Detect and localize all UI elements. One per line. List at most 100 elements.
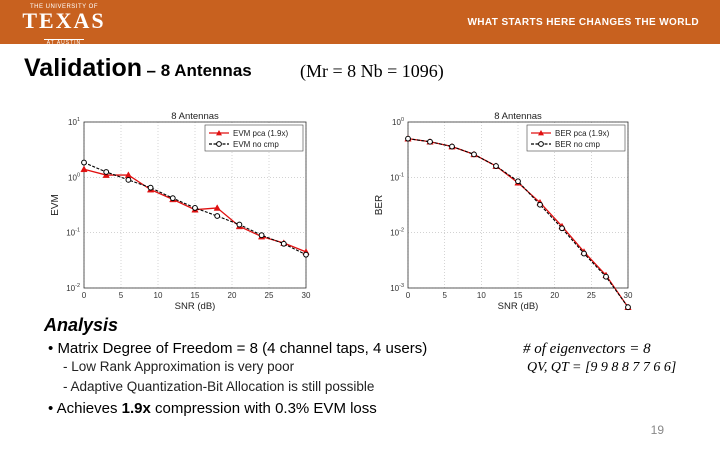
y-tick-label: 10-1	[390, 172, 404, 182]
legend-box	[204, 124, 304, 152]
data-point-circle	[405, 135, 411, 142]
y-tick-exponent: 1	[77, 117, 80, 123]
x-tick-label: 10	[154, 291, 163, 300]
y-tick-exponent: -2	[75, 283, 80, 289]
data-point-triangle	[213, 204, 221, 211]
data-point-circle	[236, 221, 243, 228]
y-tick-exponent: -2	[399, 228, 404, 234]
series-line	[83, 162, 307, 256]
data-point-circle	[81, 159, 87, 166]
university-logo[interactable]: THE UNIVERSITY OF TEXAS AT AUSTIN	[18, 3, 110, 46]
bullet-dof-text: Matrix Degree of Freedom = 8 (4 channel …	[57, 340, 428, 357]
x-tick-label: 0	[406, 291, 411, 300]
data-point-circle	[471, 151, 477, 158]
x-tick-label: 5	[442, 291, 447, 300]
data-point-circle	[625, 304, 631, 311]
x-axis-label: SNR (dB)	[175, 301, 216, 312]
x-tick-label: 25	[587, 291, 596, 300]
bullet-marker: •	[48, 340, 54, 357]
legend-label: EVM no cmp	[233, 140, 279, 149]
y-tick-exponent: 0	[401, 117, 404, 123]
quantization-bits-equation: QV, QT = [9 9 8 8 7 7 6 6]	[527, 360, 677, 375]
x-tick-label: 20	[550, 291, 559, 300]
parameters-equation: (Mr = 8 Nb = 1096)	[300, 61, 444, 81]
data-point-circle	[581, 250, 587, 257]
y-axis-label: BER	[374, 195, 385, 216]
legend-label: EVM pca (1.9x)	[233, 129, 288, 138]
sub-bullet-low-rank: - Low Rank Approximation is very poor	[63, 359, 295, 374]
y-tick-label: 10-2	[390, 228, 404, 238]
plot-border	[83, 121, 307, 289]
slide-title: Validation – 8 Antennas	[24, 54, 252, 83]
data-point-circle	[125, 176, 132, 183]
bullet-compression: • Achieves 1.9x compression with 0.3% EV…	[48, 400, 377, 417]
legend-label: BER no cmp	[555, 140, 600, 149]
x-tick-label: 0	[82, 291, 87, 300]
data-point-circle	[258, 232, 265, 239]
x-tick-label: 15	[191, 291, 200, 300]
x-tick-label: 15	[514, 291, 523, 300]
legend: EVM pca (1.9x) EVM no cmp	[204, 124, 304, 152]
y-tick-base: 10	[66, 229, 75, 238]
logo-main-text: TEXAS	[22, 8, 106, 33]
y-tick-label: 10-3	[390, 283, 404, 293]
slide-title-sub: – 8 Antennas	[146, 61, 252, 80]
legend-marker	[216, 141, 222, 147]
y-tick-label: 101	[68, 117, 80, 127]
sub-bullet-adaptive: - Adaptive Quantization-Bit Allocation i…	[63, 379, 375, 394]
legend: BER pca (1.9x) BER no cmp	[526, 124, 626, 152]
y-tick-base: 10	[68, 173, 77, 182]
y-tick-label: 10-2	[66, 283, 80, 293]
data-point-circle	[214, 213, 221, 219]
data-point-circle	[559, 225, 565, 232]
y-tick-label: 10-1	[66, 228, 80, 238]
legend-marker	[538, 130, 544, 136]
header-banner: THE UNIVERSITY OF TEXAS AT AUSTIN WHAT S…	[0, 0, 720, 46]
data-point-circle	[169, 195, 176, 202]
y-tick-base: 10	[392, 118, 401, 127]
x-tick-label: 5	[119, 291, 124, 300]
data-point-circle	[603, 273, 609, 280]
legend-marker	[216, 130, 222, 136]
bullet-compression-ratio: 1.9x	[121, 400, 151, 417]
y-tick-base: 10	[68, 118, 77, 127]
y-tick-base: 10	[66, 284, 75, 293]
chart-title: 8 Antennas	[494, 111, 542, 122]
data-point-circle	[303, 251, 309, 258]
legend-label: BER pca (1.9x)	[555, 129, 610, 138]
y-tick-exponent: -1	[75, 228, 80, 234]
bullet-marker: •	[48, 400, 54, 417]
bullet-compression-prefix: Achieves	[56, 400, 122, 417]
data-point-circle	[147, 184, 154, 191]
data-point-circle	[280, 240, 287, 247]
y-tick-base: 10	[390, 284, 399, 293]
data-point-circle	[493, 163, 499, 169]
data-point-circle	[103, 169, 110, 175]
bullet-dof: • Matrix Degree of Freedom = 8 (4 channe…	[48, 340, 427, 357]
plot-border	[407, 121, 629, 289]
x-tick-label: 20	[228, 291, 237, 300]
x-tick-label: 10	[477, 291, 486, 300]
y-tick-label: 100	[392, 117, 404, 127]
tagline: WHAT STARTS HERE CHANGES THE WORLD	[467, 17, 699, 28]
x-tick-label: 25	[265, 291, 274, 300]
data-point-circle	[427, 138, 433, 145]
bullet-compression-suffix: compression with 0.3% EVM loss	[150, 400, 377, 417]
data-point-circle	[192, 205, 198, 211]
y-tick-label: 100	[68, 172, 80, 182]
y-tick-exponent: 0	[77, 172, 80, 178]
logo-bottom-text: AT AUSTIN	[43, 39, 85, 47]
page-number: 19	[650, 423, 664, 437]
data-point-triangle	[80, 165, 88, 173]
eigenvectors-equation: # of eigenvectors = 8	[523, 341, 651, 357]
x-tick-label: 30	[624, 291, 633, 300]
data-point-circle	[515, 178, 521, 185]
y-tick-exponent: -3	[399, 283, 404, 289]
legend-box	[526, 124, 626, 152]
chart-title: 8 Antennas	[171, 111, 219, 122]
y-tick-base: 10	[390, 229, 399, 238]
logo-top-text: THE UNIVERSITY OF	[29, 4, 99, 10]
y-tick-base: 10	[390, 173, 399, 182]
